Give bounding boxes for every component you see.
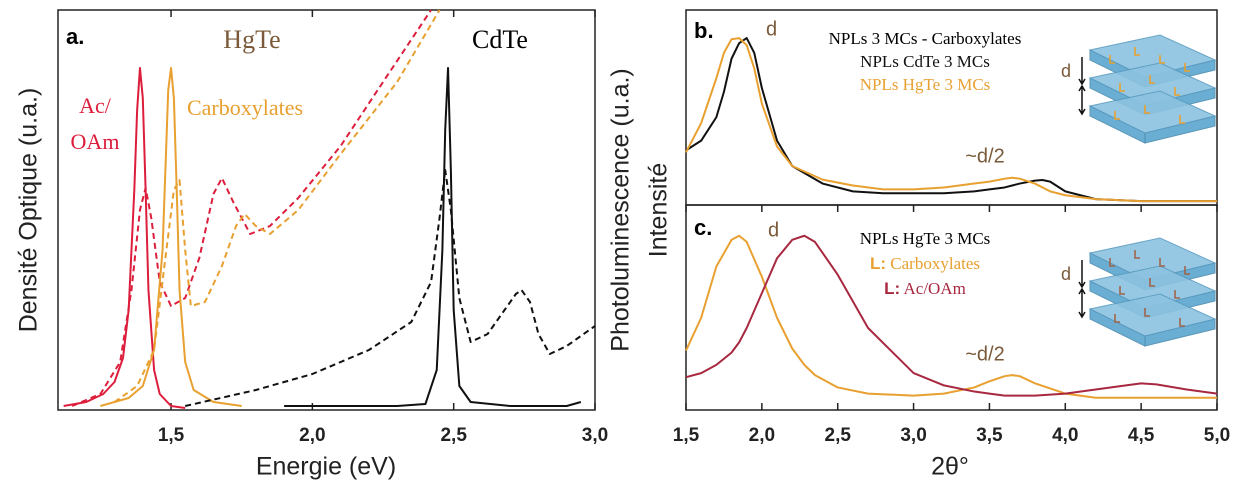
x-tick-label: 4,5 [1128,425,1155,446]
x-tick-label: 3,0 [900,425,926,446]
x-tick-label: 2,0 [299,425,325,446]
annotation: CdTe [472,25,528,54]
series-line [63,67,186,409]
x-tick-label: 2,5 [825,425,852,446]
legend-entry: L: Carboxylates [870,254,980,274]
series-line [685,37,1217,203]
y-axis-label: Densité Optique (u.a.) [15,88,43,333]
annotation: ~d/2 [965,145,1004,167]
frame-c [685,204,1218,411]
legend-label: Carboxylates [890,254,980,273]
legend-entry: NPLs HgTe 3 MCs [860,75,991,94]
legend-title: NPLs HgTe 3 MCs [860,229,991,248]
x-tick-label: 2,5 [440,425,467,446]
x-axis-label: Energie (eV) [256,453,396,481]
series-line [113,9,441,403]
x-tick-label: 1,5 [673,425,700,446]
x-tick-label: 4,0 [1052,425,1078,446]
x-tick-label: 3,5 [976,425,1003,446]
inset-c [1078,237,1216,347]
frame-a [57,9,596,411]
x-axis-label: 2θ° [931,453,969,481]
series-line [685,234,1217,399]
series-line [184,169,596,407]
annotation: d [766,18,777,40]
annotation: d [1061,264,1071,284]
y-axis-label: Intensité [645,163,673,258]
legend-symbol: L: [884,279,900,298]
x-tick-label: 1,5 [158,425,185,446]
series-line [685,234,1218,397]
panel-label: c. [694,215,712,240]
inset-b [1078,34,1216,144]
legend-symbol: L: [870,254,886,273]
annotation: Ac/ [79,93,112,118]
panel-label: a. [66,24,84,49]
annotation: d [1061,61,1071,81]
x-tick-label: 3,0 [582,425,608,446]
annotation: d [768,219,779,241]
annotation: HgTe [223,25,280,54]
series-line [100,67,242,407]
annotation: OAm [71,129,120,154]
x-tick-label: 5,0 [1204,425,1230,446]
annotation: Carboxylates [187,95,303,120]
legend-entry: NPLs CdTe 3 MCs [860,52,990,71]
legend-title: NPLs 3 MCs - Carboxylates [829,29,1022,48]
series-line [71,9,432,407]
legend-entry: L: Ac/OAm [884,279,966,299]
x-tick-label: 2,0 [749,425,775,446]
series-line [284,67,582,407]
legend-label: Ac/OAm [904,279,966,298]
annotation: ~d/2 [965,343,1004,365]
series-line [685,37,1217,203]
panel-label: b. [694,18,714,43]
y-axis-label: Photoluminescence (u.a.) [607,68,635,351]
